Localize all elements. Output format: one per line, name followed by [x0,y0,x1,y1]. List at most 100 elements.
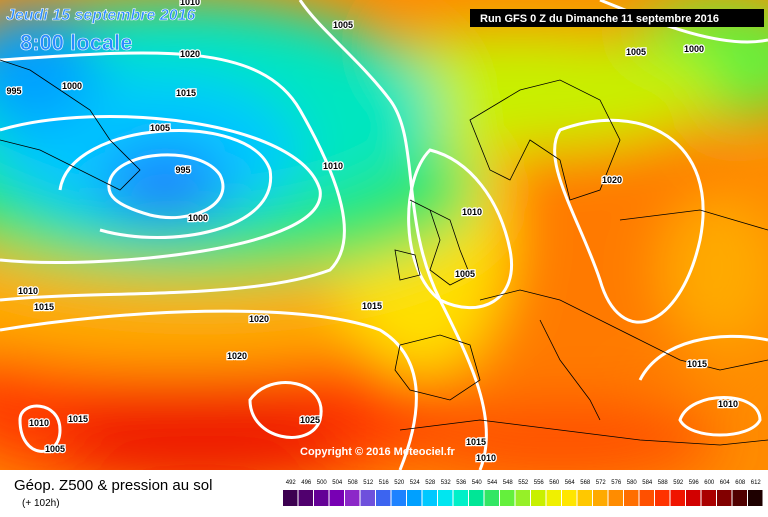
scale-label: 508 [348,480,359,486]
scale-label: 580 [627,480,638,486]
scale-label: 520 [394,480,405,486]
scale-swatch [360,490,375,506]
scale-swatch [577,490,592,506]
scale-swatch [748,490,763,506]
forecast-date: Jeudi 15 septembre 2016 [6,7,196,24]
isobar-label: 1000 [684,44,704,54]
isobar-label: 1020 [249,314,269,324]
scale-swatch [283,490,298,506]
scale-swatch [453,490,468,506]
isobar-label: 995 [6,86,21,96]
scale-swatch [438,490,453,506]
scale-swatch [686,490,701,506]
scale-swatch [608,490,623,506]
scale-label: 584 [642,480,653,486]
isobar-lines [0,0,768,453]
isobar-label: 1005 [626,47,646,57]
isobar-label: 1020 [180,49,200,59]
scale-label: 536 [456,480,467,486]
isobar-label: 1025 [300,415,320,425]
isobar-label: 1005 [45,444,65,454]
scale-label: 512 [363,480,374,486]
isobar-labels: 1010 1005 1020 995 1000 1015 1005 1010 995 1000 10… [5,0,739,464]
scale-label: 588 [658,480,669,486]
scale-label: 516 [379,480,390,486]
isobar-label: 1015 [68,414,88,424]
forecast-time: 8:00 locale [20,30,133,55]
scale-label: 544 [487,480,498,486]
isobar-label: 1010 [29,418,49,428]
isobar-label: 1020 [602,175,622,185]
scale-swatch [701,490,716,506]
isobar-label: 1010 [462,207,482,217]
run-info: Run GFS 0 Z du Dimanche 11 septembre 201… [480,13,719,25]
scale-swatch [732,490,747,506]
isobar-label: 1015 [466,437,486,447]
footer-lead: (+ 102h) [22,498,60,509]
scale-swatch [376,490,391,506]
isobar-label: 1010 [718,399,738,409]
scale-swatch [345,490,360,506]
coastlines [0,59,768,446]
scale-label: 560 [549,480,560,486]
isobar-label: 1020 [227,351,247,361]
scale-swatch [531,490,546,506]
scale-swatch [484,490,499,506]
geopotential-field [0,0,768,490]
scale-swatch [562,490,577,506]
scale-label: 596 [689,480,700,486]
scale-swatch [593,490,608,506]
scale-label: 564 [565,480,576,486]
scale-label: 500 [317,480,328,486]
scale-label: 568 [580,480,591,486]
scale-label: 528 [425,480,436,486]
isobar-label: 1010 [180,0,200,7]
scale-label: 532 [441,480,452,486]
scale-swatch [500,490,515,506]
isobar-label: 1010 [323,161,343,171]
scale-swatch [469,490,484,506]
scale-swatch [422,490,437,506]
scale-swatch [391,490,406,506]
scale-label: 556 [534,480,545,486]
scale-swatch [515,490,530,506]
scale-swatch [407,490,422,506]
scale-swatch [624,490,639,506]
isobar-label: 1015 [34,302,54,312]
scale-label: 572 [596,480,607,486]
scale-swatch [639,490,654,506]
scale-label: 540 [472,480,483,486]
isobar-label: 1000 [188,213,208,223]
isobar-label: 1005 [455,269,475,279]
scale-swatch [329,490,344,506]
scale-label: 612 [751,480,762,486]
scale-label: 600 [704,480,715,486]
footer-title: Géop. Z500 & pression au sol [14,477,212,494]
scale-swatch [314,490,329,506]
scale-label: 492 [286,480,297,486]
scale-label: 524 [410,480,421,486]
isobar-label: 1000 [62,81,82,91]
scale-label: 548 [503,480,514,486]
isobar-label: 1015 [362,301,382,311]
isobar-label: 1005 [333,20,353,30]
scale-swatch [670,490,685,506]
color-scale: 492 496 500 504 508 512 516 520 524 528 532 536 540 5… [283,480,763,506]
scale-swatch [655,490,670,506]
isobar-label: 1005 [150,123,170,133]
scale-label: 552 [518,480,529,486]
scale-label: 576 [611,480,622,486]
scale-label: 592 [673,480,684,486]
isobar-label: 1010 [476,453,496,463]
isobar-label: 995 [175,165,190,175]
scale-label: 504 [332,480,343,486]
scale-label: 608 [735,480,746,486]
scale-swatch [298,490,313,506]
scale-label: 604 [720,480,731,486]
run-box [470,9,764,27]
copyright: Copyright © 2016 Meteociel.fr [300,446,456,458]
isobar-label: 1015 [687,359,707,369]
scale-label: 496 [301,480,312,486]
scale-swatch [717,490,732,506]
